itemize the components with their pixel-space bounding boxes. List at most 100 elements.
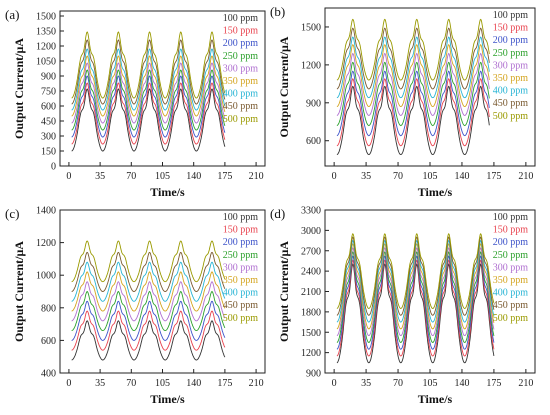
series-line-350-ppm [71,271,226,312]
x-tick-label: 70 [126,171,136,182]
series-line-500-ppm [71,240,226,283]
legend-entry: 250 ppm [223,51,259,62]
x-tick-label: 175 [486,171,501,182]
y-tick-label: 150 [41,147,56,158]
series-line-150-ppm [336,259,495,357]
series-line-350-ppm [336,243,495,330]
x-tick-label: 210 [249,171,264,182]
x-tick-label: 70 [393,378,403,389]
series-line-100-ppm [71,320,226,361]
x-tick-label: 105 [423,378,438,389]
legend-entry: 150 ppm [223,26,259,37]
panel-label: (d) [270,206,285,221]
x-tick-label: 35 [95,171,105,182]
legend-entry: 300 ppm [493,262,529,273]
panel-label: (a) [5,7,19,22]
y-tick-label: 600 [41,336,56,347]
panel-label: (b) [270,4,285,19]
legend-entry: 250 ppm [223,250,259,261]
y-axis-title: Output Current/μA [277,36,291,137]
y-axis-title: Output Current/μA [12,38,26,139]
y-tick-label: 1500 [36,12,56,23]
series-line-150-ppm [336,78,490,147]
y-tick-label: 600 [41,102,56,113]
x-tick-label: 35 [361,171,371,182]
series-line-350-ppm [71,55,226,117]
legend-entry: 200 ppm [493,237,529,248]
series-line-100-ppm [336,85,490,156]
legend-entry: 500 ppm [223,313,259,324]
y-tick-label: 1800 [301,307,321,318]
x-axis-title: Time/s [418,392,453,406]
legend-entry: 500 ppm [493,313,529,324]
legend-entry: 350 ppm [493,275,529,286]
legend-entry: 400 ppm [493,288,529,299]
panel-a: 0 35 70 105 140 175 210 0 150 300 450 600 750 900 1050… [5,7,266,199]
series-line-400-ppm [336,239,495,323]
series-line-500-ppm [336,18,490,81]
x-tick-label: 210 [518,378,533,389]
series-line-450-ppm [336,236,495,316]
y-tick-label: 600 [306,136,321,147]
legend-entry: 300 ppm [493,60,529,71]
y-tick-label: 1200 [36,238,56,249]
y-tick-label: 1000 [36,271,56,282]
y-tick-label: 2400 [301,267,321,278]
x-tick-label: 140 [186,171,201,182]
legend-entry: 100 ppm [223,212,259,223]
y-tick-label: 400 [41,369,56,380]
series-line-250-ppm [336,251,495,343]
x-tick-label: 0 [332,378,337,389]
series-line-150-ppm [71,310,226,351]
x-tick-label: 70 [126,378,136,389]
legend-entry: 250 ppm [493,48,529,59]
x-tick-label: 105 [155,378,170,389]
series-line-300-ppm [336,247,495,337]
x-tick-label: 0 [332,171,337,182]
x-tick-label: 35 [95,378,105,389]
legend-entry: 100 ppm [493,10,529,21]
legend-entry: 200 ppm [223,38,259,49]
panel-label: (c) [5,206,19,221]
series-line-200-ppm [71,75,226,138]
series-line-100-ppm [71,88,226,152]
series-line-400-ppm [71,261,226,302]
x-tick-label: 175 [217,378,232,389]
legend-entry: 300 ppm [223,63,259,74]
series-line-100-ppm [336,263,495,364]
legend-entry: 100 ppm [493,212,529,223]
series-line-350-ppm [336,44,490,108]
series-line-400-ppm [336,36,490,99]
y-tick-label: 1350 [36,27,56,38]
legend-entry: 450 ppm [223,101,259,112]
series-line-500-ppm [71,31,226,99]
y-tick-label: 900 [306,98,321,109]
x-axis-title: Time/s [150,392,185,406]
y-tick-label: 1400 [36,206,56,217]
y-tick-label: 900 [306,369,321,380]
legend-entry: 500 ppm [223,114,259,125]
y-axis-title: Output Current/μA [12,241,26,342]
panel-c: 0 35 70 105 140 175 210 400 600 800 1000 1200 1400 Ti… [5,206,266,406]
x-tick-label: 210 [249,378,264,389]
y-tick-label: 3300 [301,206,321,217]
legend-entry: 350 ppm [223,76,259,87]
y-tick-label: 0 [51,162,56,173]
series-line-300-ppm [71,62,226,124]
series-line-250-ppm [336,61,490,127]
legend-entry: 150 ppm [223,225,259,236]
x-axis-title: Time/s [150,185,185,199]
x-tick-label: 70 [393,171,403,182]
y-tick-label: 1500 [301,22,321,33]
series-line-500-ppm [336,233,495,309]
x-tick-label: 0 [66,171,71,182]
x-tick-label: 210 [518,171,533,182]
legend-entry: 150 ppm [493,23,529,34]
y-tick-label: 1050 [36,57,56,68]
series-line-400-ppm [71,48,226,111]
y-tick-label: 2100 [301,287,321,298]
y-tick-label: 1200 [36,42,56,53]
series-line-200-ppm [71,300,226,341]
legend-entry: 100 ppm [223,13,259,24]
